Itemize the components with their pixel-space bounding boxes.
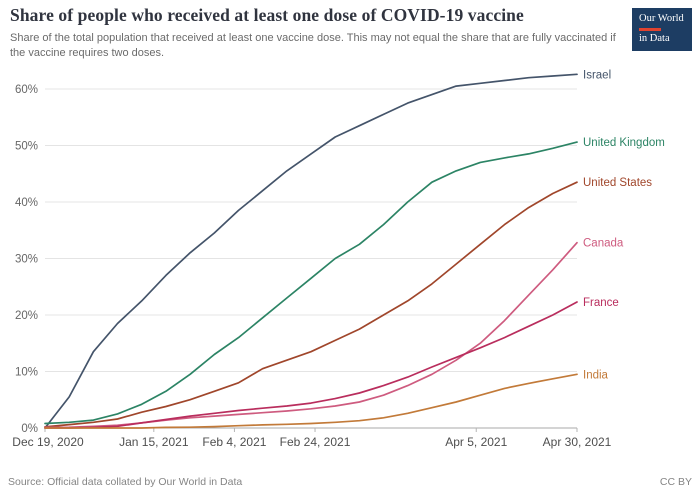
series-line-united-kingdom[interactable] [44,141,578,425]
x-tick-label: Apr 5, 2021 [445,435,507,449]
page-title: Share of people who received at least on… [10,5,524,25]
y-tick-label: 50% [15,140,38,152]
x-tick-label: Jan 15, 2021 [119,435,189,449]
license-link[interactable]: CC BY [659,476,692,488]
owid-logo-accent-bar [639,27,661,31]
owid-logo-line1: Our World [639,13,684,24]
series-line-france[interactable] [44,301,578,429]
line-chart: 0% 10% 20% 30% 40% 50% 60% Dec 19, 2020 Jan 15, … [12,69,665,449]
series-label-israel: Israel [583,69,611,81]
source-note: Source: Official data collated by Our Wo… [8,476,243,488]
series-line-canada[interactable] [44,241,578,429]
series-label-france: France [583,297,619,309]
y-tick-label: 20% [15,310,38,322]
owid-logo[interactable]: Our World in Data [632,8,692,52]
series-label-india: India [583,369,609,381]
x-tick-label: Dec 19, 2020 [12,435,84,449]
y-tick-label: 30% [15,253,38,265]
y-tick-label: 40% [15,197,38,209]
series-line-india[interactable] [44,373,578,429]
chart-subtitle: Share of the total population that recei… [10,32,616,60]
series-line-united-states[interactable] [44,181,578,428]
y-tick-label: 60% [15,84,38,96]
series-line-israel[interactable] [44,73,578,429]
y-tick-label: 10% [15,366,38,378]
x-tick-label: Feb 24, 2021 [280,435,351,449]
x-tick-label: Feb 4, 2021 [202,435,266,449]
y-tick-label: 0% [21,423,38,435]
owid-logo-line2: in Data [639,32,670,44]
series-label-canada: Canada [583,238,624,250]
series-label-united-kingdom: United Kingdom [583,137,665,149]
series-label-united-states: United States [583,177,652,189]
x-tick-label: Apr 30, 2021 [543,435,612,449]
